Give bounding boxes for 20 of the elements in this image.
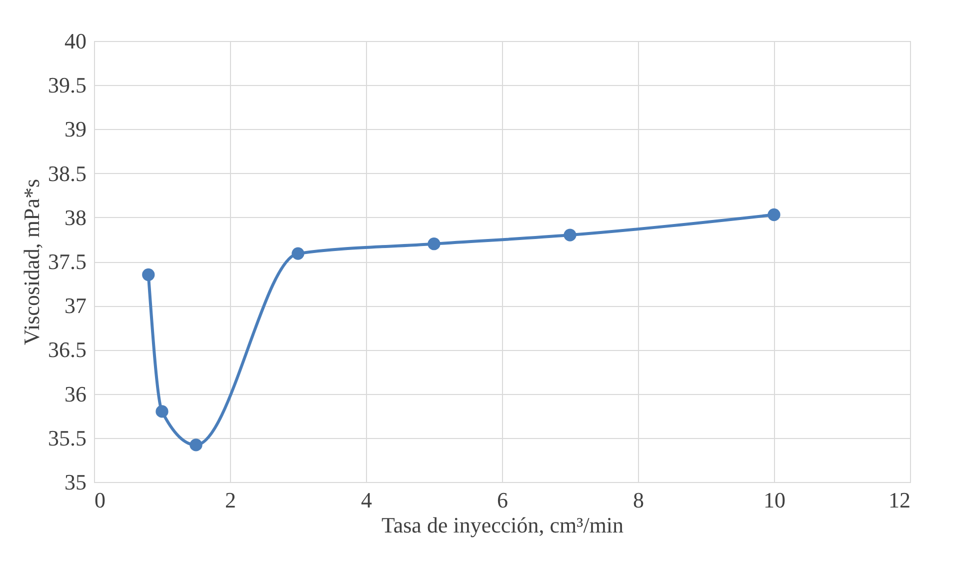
x-tick-label: 0 (94, 488, 106, 512)
x-tick-label: 6 (497, 488, 508, 512)
y-tick-label: 37.5 (48, 249, 86, 274)
x-axis-title: Tasa de inyección, cm³/min (381, 512, 624, 538)
y-tick-label: 36 (64, 381, 86, 406)
y-tick-label: 39.5 (48, 72, 86, 98)
x-tick-label: 2 (225, 488, 236, 512)
y-tick-label: 38 (64, 204, 86, 230)
y-tick-label: 40 (64, 28, 86, 54)
x-tick-label: 8 (633, 488, 644, 512)
y-tick-label: 39 (64, 116, 86, 142)
y-axis-title: Viscosidad, mPa*s (19, 178, 44, 346)
y-tick-label: 36.5 (48, 337, 86, 362)
x-tick-label: 12 (888, 488, 910, 512)
x-tick-label: 10 (764, 488, 786, 512)
y-tick-label: 35 (64, 470, 86, 494)
y-tick-label: 38.5 (48, 160, 86, 186)
y-tick-label: 37 (64, 293, 86, 318)
y-tick-label: 35.5 (48, 425, 86, 450)
x-tick-label: 4 (361, 488, 372, 512)
